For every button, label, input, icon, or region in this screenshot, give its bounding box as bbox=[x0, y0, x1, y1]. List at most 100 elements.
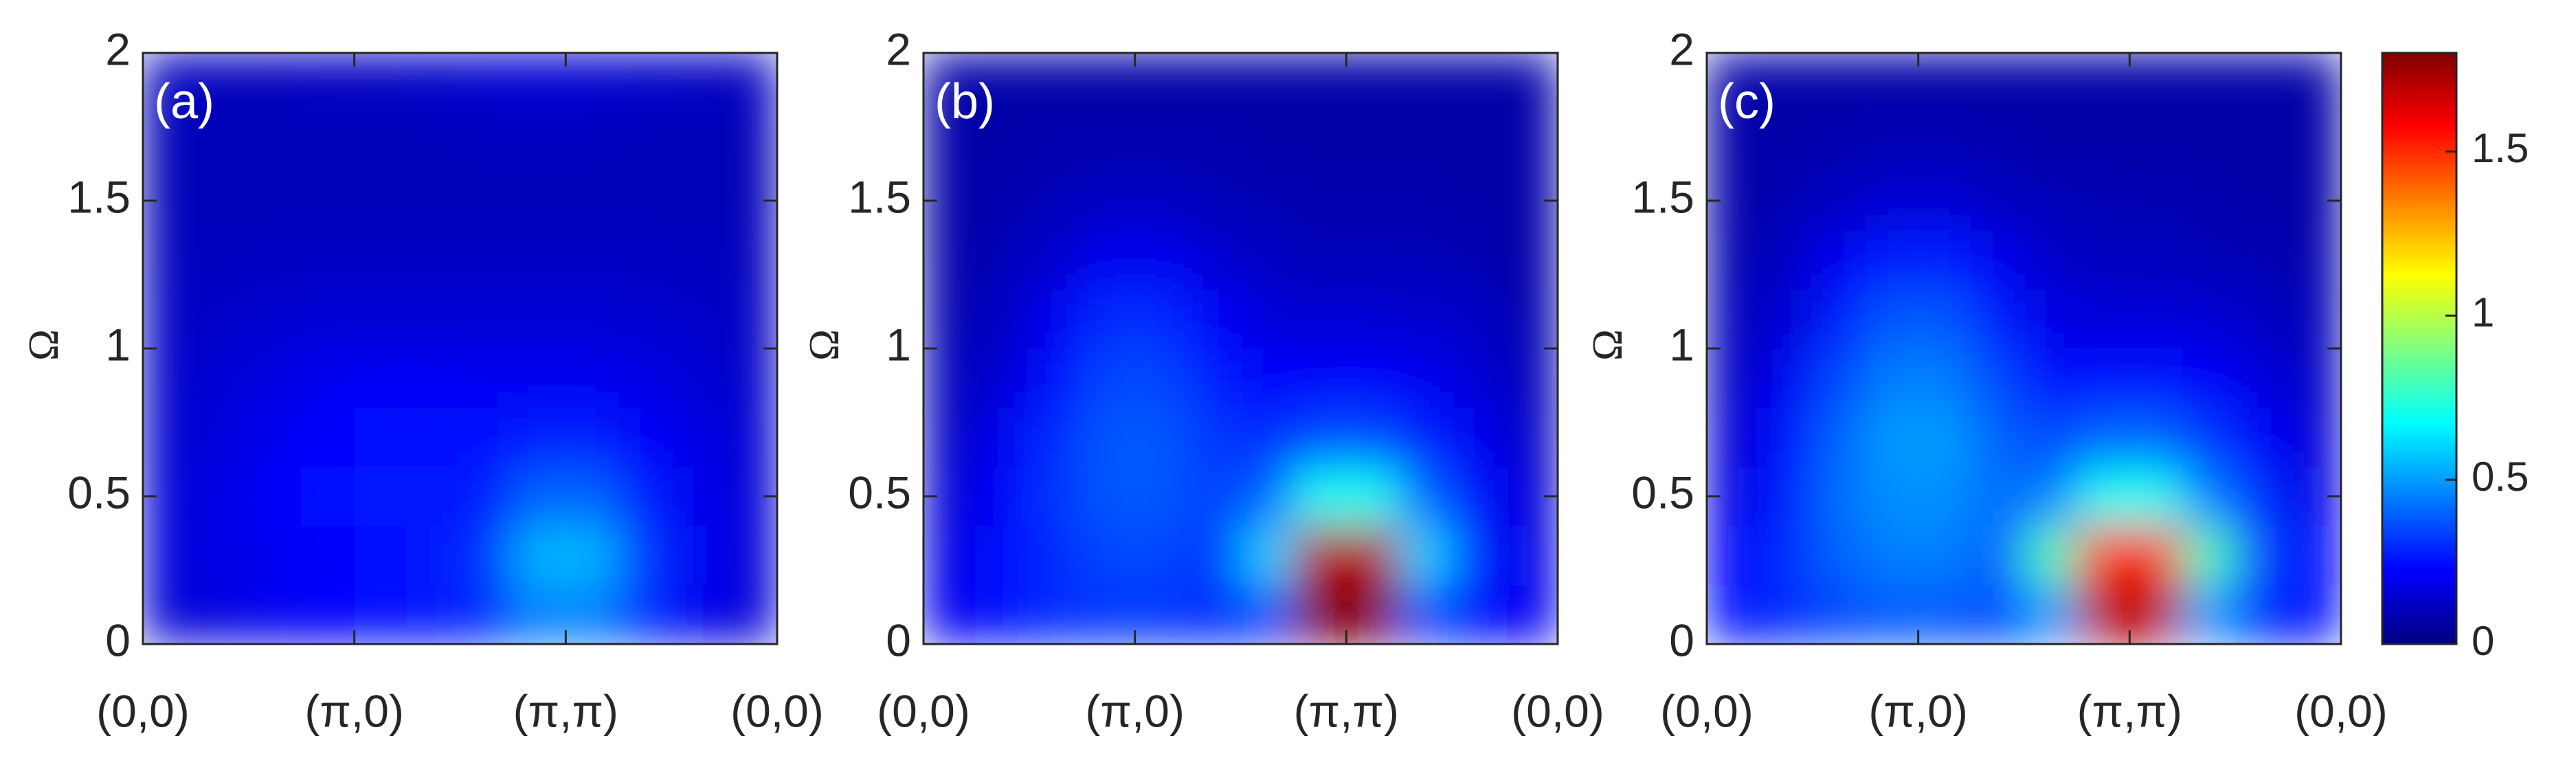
heatmap-cell bbox=[460, 408, 513, 467]
heatmap-cell bbox=[1707, 348, 1760, 408]
heatmap-cell bbox=[2076, 408, 2130, 467]
heatmap-cell bbox=[1293, 230, 1347, 290]
heatmap-cell bbox=[1971, 348, 2024, 408]
heatmap-cell bbox=[1029, 408, 1083, 467]
heatmap-cell bbox=[2076, 171, 2130, 231]
y-tick-label: 0 bbox=[886, 614, 911, 665]
heatmap-cell bbox=[976, 526, 1030, 586]
colorbar-tick-label: 0 bbox=[2472, 618, 2494, 664]
heatmap-cell bbox=[671, 230, 725, 290]
heatmap-cell bbox=[1134, 289, 1189, 349]
heatmap-cell bbox=[1293, 526, 1347, 586]
heatmap-cell bbox=[1134, 112, 1189, 172]
heatmap-cell bbox=[1293, 585, 1347, 644]
heatmap-cell bbox=[1346, 467, 1400, 526]
heatmap-cell bbox=[1865, 526, 1919, 586]
heatmap-cell bbox=[407, 289, 460, 349]
heatmap-cell bbox=[1029, 230, 1083, 290]
y-tick-label: 1 bbox=[105, 319, 131, 370]
heatmap-cell bbox=[724, 230, 777, 290]
heatmap-cell bbox=[1971, 230, 2024, 290]
heatmap-cell bbox=[407, 171, 460, 231]
x-tick-label: (π,π) bbox=[513, 685, 618, 736]
heatmap-cell bbox=[2288, 408, 2341, 467]
heatmap-cell bbox=[1082, 585, 1136, 644]
heatmap-cell bbox=[618, 348, 672, 408]
heatmap-cell bbox=[143, 289, 197, 349]
heatmap-cell bbox=[1505, 526, 1558, 586]
heatmap-cell bbox=[1187, 112, 1241, 172]
heatmap-cell bbox=[1452, 289, 1505, 349]
heatmap-cell bbox=[513, 230, 566, 290]
heatmap-cell bbox=[1240, 289, 1294, 349]
heatmap-cell bbox=[1971, 112, 2024, 172]
heatmap-cell bbox=[1759, 289, 1813, 349]
heatmap-cell bbox=[1399, 171, 1453, 231]
heatmap-cell bbox=[671, 348, 725, 408]
heatmap-cell bbox=[1134, 585, 1189, 644]
heatmap-cell bbox=[2024, 53, 2077, 113]
heatmap-cell bbox=[1707, 53, 1760, 113]
colorbar-tick-label: 1.5 bbox=[2472, 125, 2529, 171]
heatmap-cell bbox=[1452, 112, 1505, 172]
heatmap-cell bbox=[976, 467, 1030, 526]
heatmap-cell bbox=[1399, 289, 1453, 349]
heatmap-cell bbox=[1812, 289, 1866, 349]
y-tick-label: 0 bbox=[1669, 614, 1694, 665]
heatmap-cell bbox=[565, 230, 619, 290]
heatmap-cell bbox=[513, 408, 566, 467]
heatmap-cell bbox=[1134, 408, 1189, 467]
heatmap-cell bbox=[1187, 53, 1241, 113]
heatmap-cell bbox=[2288, 230, 2341, 290]
heatmap-cell bbox=[1505, 112, 1558, 172]
heatmap-cell bbox=[1812, 348, 1866, 408]
heatmap-cell bbox=[354, 171, 408, 231]
heatmap-cell bbox=[354, 526, 408, 586]
heatmap-cell bbox=[2235, 408, 2289, 467]
heatmap-cell bbox=[976, 112, 1030, 172]
heatmap-cell bbox=[1812, 585, 1866, 644]
heatmap-cell bbox=[1505, 348, 1558, 408]
heatmap-cell bbox=[1134, 171, 1189, 231]
heatmap-cell bbox=[1240, 467, 1294, 526]
heatmap-cell bbox=[2024, 289, 2077, 349]
heatmap-cell bbox=[2235, 112, 2289, 172]
colorbar-frame bbox=[2381, 52, 2458, 645]
heatmap-cell bbox=[1399, 348, 1453, 408]
heatmap-cell bbox=[1082, 467, 1136, 526]
heatmap-cell bbox=[565, 53, 619, 113]
heatmap-cell bbox=[1971, 289, 2024, 349]
heatmap-cell bbox=[513, 585, 566, 644]
heatmap-cell bbox=[2288, 112, 2341, 172]
heatmap-cell bbox=[1971, 171, 2024, 231]
heatmap-cell bbox=[2288, 348, 2341, 408]
x-tick-label: (π,π) bbox=[1294, 685, 1399, 736]
heatmap-cell bbox=[407, 112, 460, 172]
heatmap-cell bbox=[1240, 585, 1294, 644]
heatmap-cell bbox=[1918, 585, 1972, 644]
heatmap-cell bbox=[671, 53, 725, 113]
heatmap-cell bbox=[1452, 526, 1505, 586]
heatmap-cell bbox=[724, 53, 777, 113]
heatmap-cell bbox=[1346, 230, 1400, 290]
heatmap-cell bbox=[1865, 585, 1919, 644]
heatmap-cell bbox=[2024, 230, 2077, 290]
heatmap-cell bbox=[1918, 408, 1972, 467]
heatmap-cell bbox=[923, 348, 977, 408]
heatmap-cell bbox=[1918, 230, 1972, 290]
heatmap-cell bbox=[565, 467, 619, 526]
heatmap-cell bbox=[1865, 171, 1919, 231]
heatmap-cell bbox=[671, 289, 725, 349]
colorbar-tick-label: 0.5 bbox=[2472, 454, 2529, 500]
heatmap-cell bbox=[407, 408, 460, 467]
heatmap-cell bbox=[1918, 171, 1972, 231]
heatmap-cell bbox=[2076, 53, 2130, 113]
heatmap-cell bbox=[513, 53, 566, 113]
heatmap-cell bbox=[1293, 112, 1347, 172]
heatmap-cell bbox=[2182, 112, 2236, 172]
heatmap-cell bbox=[923, 585, 977, 644]
heatmap-cell bbox=[1240, 526, 1294, 586]
heatmap-cell bbox=[2182, 585, 2236, 644]
heatmap-cell bbox=[354, 408, 408, 467]
heatmap-cell bbox=[1399, 230, 1453, 290]
